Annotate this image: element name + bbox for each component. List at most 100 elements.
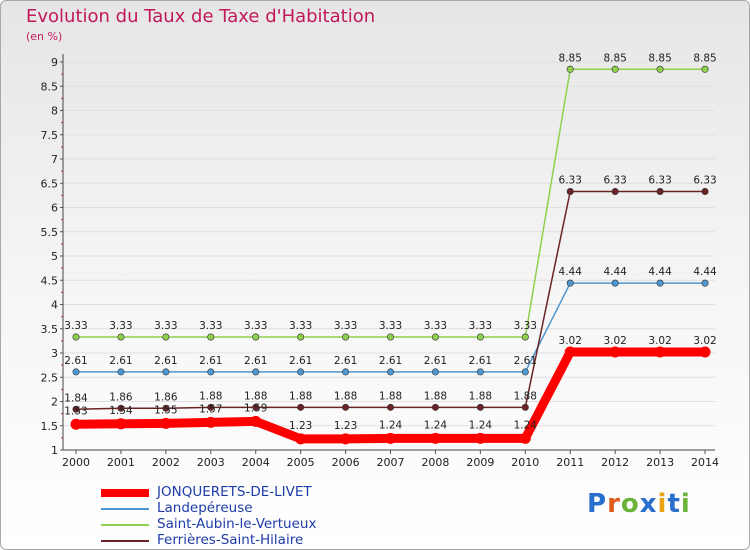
data-point: [117, 333, 125, 341]
data-label: 2.61: [64, 355, 87, 367]
x-tick-label: 2012: [601, 456, 629, 469]
legend-label: Saint-Aubin-le-Vertueux: [157, 516, 317, 532]
legend-swatch: [101, 489, 149, 497]
x-tick-label: 2011: [556, 456, 584, 469]
data-label: 2.61: [424, 355, 447, 367]
data-label: 6.33: [693, 174, 716, 186]
data-point: [387, 333, 395, 341]
data-point: [207, 333, 215, 341]
x-tick-label: 2008: [421, 456, 449, 469]
logo-letter: i: [657, 489, 668, 519]
logo-letter: P: [587, 489, 608, 519]
data-point: [115, 418, 127, 430]
data-point: [252, 333, 260, 341]
data-point: [476, 403, 484, 411]
data-point: [656, 65, 664, 73]
logo-letter: i: [680, 489, 691, 519]
data-point: [162, 333, 170, 341]
data-point: [295, 433, 307, 445]
data-label: 2.61: [109, 355, 132, 367]
x-tick-label: 2000: [62, 456, 90, 469]
data-point: [342, 403, 350, 411]
data-label: 1.88: [379, 390, 402, 402]
data-point: [611, 279, 619, 287]
y-tick-label: 3: [51, 347, 58, 360]
data-point: [476, 368, 484, 376]
legend-swatch: [101, 540, 149, 542]
data-point: [205, 416, 217, 428]
data-label: 4.44: [559, 266, 583, 278]
data-label: 1.88: [469, 390, 492, 402]
data-label: 1.55: [154, 404, 177, 416]
y-tick-label: 1: [51, 444, 58, 457]
data-label: 1.88: [244, 390, 267, 402]
y-tick-label: 8.5: [41, 80, 59, 93]
data-label: 1.24: [469, 419, 493, 431]
data-point: [70, 418, 82, 430]
data-point: [297, 368, 305, 376]
data-label: 8.85: [603, 52, 626, 64]
data-point: [701, 65, 709, 73]
y-tick-label: 3.5: [41, 323, 59, 336]
data-point: [431, 368, 439, 376]
data-label: 1.24: [514, 419, 538, 431]
data-point: [162, 404, 170, 412]
data-point: [252, 403, 260, 411]
data-label: 3.33: [379, 320, 402, 332]
data-label: 1.54: [109, 405, 133, 417]
logo-letter: t: [667, 489, 681, 519]
data-label: 1.88: [334, 390, 357, 402]
data-label: 2.61: [514, 355, 537, 367]
data-point: [701, 187, 709, 195]
x-tick-label: 2003: [197, 456, 225, 469]
y-tick-label: 2: [51, 396, 58, 409]
data-point: [72, 333, 80, 341]
data-point: [207, 368, 215, 376]
data-point: [611, 187, 619, 195]
data-label: 3.02: [603, 335, 626, 347]
data-point: [474, 432, 486, 444]
data-label: 3.02: [648, 335, 671, 347]
data-point: [429, 432, 441, 444]
data-label: 1.84: [64, 392, 88, 404]
data-point: [519, 432, 531, 444]
logo-letter: o: [620, 489, 640, 519]
data-label: 8.85: [693, 52, 716, 64]
x-tick-label: 2007: [377, 456, 405, 469]
data-point: [387, 403, 395, 411]
y-tick-label: 2.5: [41, 371, 59, 384]
data-point: [207, 403, 215, 411]
data-point: [387, 368, 395, 376]
legend-label: Ferrières-Saint-Hilaire: [157, 532, 304, 548]
y-tick-label: 4: [51, 299, 58, 312]
data-label: 1.23: [289, 420, 312, 432]
data-label: 2.61: [289, 355, 312, 367]
data-label: 3.02: [559, 335, 582, 347]
data-point: [566, 279, 574, 287]
proxiti-logo: Proxiti: [587, 489, 691, 519]
data-point: [431, 403, 439, 411]
y-tick-label: 1.5: [41, 420, 59, 433]
x-tick-label: 2010: [511, 456, 539, 469]
data-point: [250, 415, 262, 427]
data-label: 1.88: [199, 390, 222, 402]
logo-letter: r: [607, 489, 621, 519]
legend-swatch: [101, 524, 149, 526]
legend-label: Landepéreuse: [157, 500, 253, 516]
data-label: 8.85: [648, 52, 671, 64]
data-label: 1.59: [244, 402, 267, 414]
data-label: 3.33: [244, 320, 267, 332]
series-line-2: [75, 68, 706, 338]
data-label: 6.33: [603, 174, 626, 186]
data-label: 2.61: [244, 355, 267, 367]
data-point: [609, 346, 621, 358]
data-point: [252, 368, 260, 376]
legend-label: JONQUERETS-DE-LIVET: [157, 484, 312, 500]
data-label: 3.33: [424, 320, 447, 332]
x-tick-label: 2013: [646, 456, 674, 469]
data-point: [566, 65, 574, 73]
data-label: 3.33: [199, 320, 222, 332]
data-label: 3.33: [154, 320, 177, 332]
